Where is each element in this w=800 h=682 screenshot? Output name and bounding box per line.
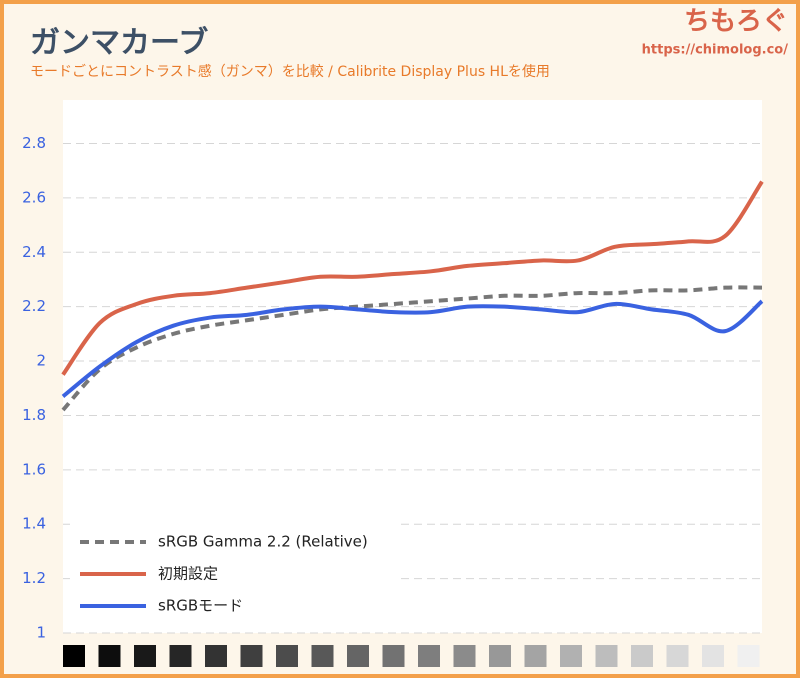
- gray-swatch: [631, 645, 653, 667]
- y-tick-label: 2: [36, 352, 46, 370]
- gray-swatch: [702, 645, 724, 667]
- legend-label: sRGBモード: [158, 597, 243, 615]
- gray-swatch: [382, 645, 405, 667]
- legend-label: 初期設定: [158, 565, 218, 583]
- y-tick-label: 1: [36, 624, 46, 642]
- y-tick-label: 2.8: [22, 134, 46, 152]
- series-line: [61, 299, 764, 398]
- gray-swatch: [134, 645, 156, 667]
- y-tick-label: 1.8: [22, 406, 46, 424]
- gray-swatch: [276, 645, 298, 667]
- y-tick-label: 1.4: [22, 515, 46, 533]
- gray-swatch: [489, 645, 511, 667]
- gray-swatch: [666, 645, 689, 667]
- gray-swatch: [560, 645, 582, 667]
- y-tick-label: 1.6: [22, 460, 46, 478]
- gray-swatch: [595, 645, 618, 667]
- logo: ちもろぐ: [684, 7, 788, 37]
- series-line: [61, 180, 764, 376]
- gray-swatch: [453, 645, 476, 667]
- gray-swatch: [347, 645, 369, 667]
- gray-swatch: [98, 645, 121, 667]
- gray-swatch: [418, 645, 440, 667]
- url: https://chimolog.co/: [642, 43, 789, 58]
- subtitle: モードごとにコントラスト感（ガンマ）を比較 / Calibrite Displa…: [30, 63, 550, 80]
- gray-swatch: [524, 645, 547, 667]
- y-tick-label: 2.4: [22, 243, 46, 261]
- gray-swatch: [311, 645, 334, 667]
- gray-swatch: [240, 645, 263, 667]
- y-tick-label: 1.2: [22, 569, 46, 587]
- gray-swatch: [737, 645, 760, 667]
- y-tick-label: 2.6: [22, 188, 46, 206]
- chart-title: ガンマカーブ: [30, 26, 208, 61]
- gray-swatch: [169, 645, 192, 667]
- gray-swatch: [63, 645, 85, 667]
- y-tick-label: 2.2: [22, 297, 46, 315]
- series-line: [61, 285, 763, 412]
- gray-swatch: [205, 645, 227, 667]
- legend-label: sRGB Gamma 2.2 (Relative): [158, 533, 368, 551]
